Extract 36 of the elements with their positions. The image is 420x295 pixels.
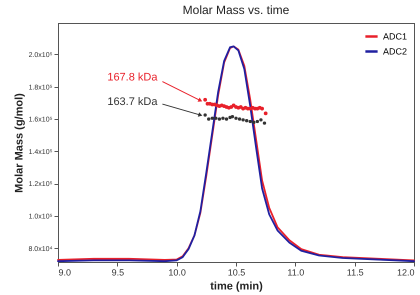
point — [203, 113, 207, 117]
point — [234, 116, 238, 120]
x-tick-label: 11.5 — [346, 268, 364, 278]
point — [210, 116, 214, 120]
point — [262, 121, 266, 125]
point — [248, 120, 252, 124]
point — [260, 106, 264, 110]
x-axis-title: time (min) — [210, 280, 264, 292]
legend-label: ADC1 — [383, 32, 408, 42]
point — [214, 116, 218, 120]
x-tick-label: 9.5 — [112, 268, 124, 278]
point — [224, 117, 228, 121]
annotation: 163.7 kDa — [107, 96, 158, 108]
point — [256, 120, 260, 124]
annotation: 167.8 kDa — [107, 72, 158, 84]
point — [207, 117, 210, 121]
x-tick-label: 10.0 — [168, 268, 186, 278]
y-axis-title: Molar Mass (g/mol) — [13, 92, 26, 193]
point — [203, 98, 208, 102]
point — [238, 105, 243, 109]
point — [245, 119, 248, 122]
point — [218, 117, 222, 121]
point — [230, 115, 234, 118]
point — [229, 105, 234, 109]
point — [252, 120, 256, 124]
x-tick-label: 9.0 — [58, 268, 72, 278]
x-tick-label: 12.0 — [396, 268, 414, 278]
x-tick-label: 11.0 — [287, 268, 304, 278]
chart-title: Molar Mass vs. time — [182, 3, 290, 17]
point — [221, 116, 225, 120]
point — [238, 117, 242, 121]
point — [241, 118, 245, 122]
legend-label: ADC2 — [383, 46, 408, 56]
point — [259, 118, 263, 122]
point — [264, 112, 268, 116]
x-tick-label: 10.5 — [228, 268, 246, 278]
